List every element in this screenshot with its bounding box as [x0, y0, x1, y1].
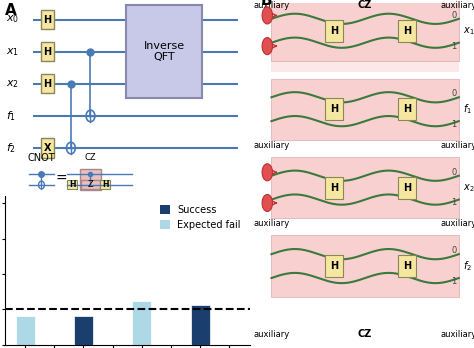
Text: CZ: CZ: [85, 153, 96, 162]
Bar: [191, 305, 210, 345]
Text: H: H: [403, 26, 411, 36]
FancyBboxPatch shape: [272, 79, 459, 140]
Text: 1: 1: [452, 198, 457, 207]
FancyBboxPatch shape: [41, 139, 54, 158]
Text: $f_2$: $f_2$: [463, 259, 472, 273]
Text: A: A: [5, 3, 17, 18]
Text: $x_2$: $x_2$: [463, 182, 474, 193]
Text: H: H: [330, 104, 338, 114]
Text: B: B: [261, 0, 273, 8]
Text: CZ: CZ: [358, 329, 373, 339]
Bar: [16, 316, 35, 345]
Text: $x_1$: $x_1$: [6, 46, 19, 57]
Circle shape: [262, 195, 273, 212]
FancyBboxPatch shape: [41, 10, 54, 29]
FancyBboxPatch shape: [398, 255, 416, 277]
Text: Z: Z: [88, 181, 93, 190]
Text: H: H: [44, 47, 52, 57]
Text: 1: 1: [452, 42, 457, 50]
FancyBboxPatch shape: [272, 3, 459, 72]
Text: H: H: [44, 15, 52, 25]
Text: $f_1$: $f_1$: [463, 102, 472, 116]
Text: X: X: [44, 143, 51, 153]
Text: $f_1$: $f_1$: [6, 109, 16, 123]
FancyBboxPatch shape: [325, 20, 343, 42]
Text: auxiliary: auxiliary: [253, 330, 290, 339]
Text: auxiliary: auxiliary: [441, 219, 474, 228]
Text: auxiliary: auxiliary: [253, 219, 290, 228]
Bar: [74, 316, 93, 345]
Text: H: H: [403, 261, 411, 271]
FancyBboxPatch shape: [80, 169, 101, 190]
FancyBboxPatch shape: [82, 181, 100, 190]
Text: 0: 0: [452, 246, 457, 255]
Text: 1: 1: [452, 120, 457, 129]
Circle shape: [262, 38, 273, 55]
Text: auxiliary: auxiliary: [441, 141, 474, 150]
Circle shape: [262, 164, 273, 181]
Text: Inverse
QFT: Inverse QFT: [144, 41, 184, 63]
FancyBboxPatch shape: [325, 255, 343, 277]
Text: CNOT: CNOT: [27, 153, 55, 163]
Text: $x_2$: $x_2$: [6, 78, 19, 90]
Text: $f_2$: $f_2$: [6, 141, 16, 155]
Bar: [132, 301, 151, 345]
Text: 0: 0: [452, 11, 457, 20]
Text: 0: 0: [452, 168, 457, 177]
FancyBboxPatch shape: [272, 235, 459, 297]
Text: H: H: [330, 26, 338, 36]
Text: H: H: [403, 104, 411, 114]
Text: =: =: [55, 172, 67, 186]
Circle shape: [262, 7, 273, 24]
FancyBboxPatch shape: [67, 181, 77, 190]
FancyBboxPatch shape: [325, 98, 343, 120]
FancyBboxPatch shape: [272, 0, 459, 62]
FancyBboxPatch shape: [126, 5, 202, 98]
FancyBboxPatch shape: [398, 98, 416, 120]
Text: 0: 0: [452, 89, 457, 98]
FancyBboxPatch shape: [398, 20, 416, 42]
Text: $x_1$: $x_1$: [463, 25, 474, 37]
Text: auxiliary: auxiliary: [441, 1, 474, 10]
Text: H: H: [403, 183, 411, 193]
FancyBboxPatch shape: [41, 42, 54, 61]
Text: CZ: CZ: [358, 0, 373, 10]
FancyBboxPatch shape: [325, 177, 343, 199]
Text: auxiliary: auxiliary: [441, 330, 474, 339]
Text: auxiliary: auxiliary: [253, 141, 290, 150]
Text: 1: 1: [452, 277, 457, 286]
Text: H: H: [44, 79, 52, 89]
FancyBboxPatch shape: [398, 177, 416, 199]
Text: H: H: [69, 181, 75, 190]
FancyBboxPatch shape: [41, 74, 54, 93]
FancyBboxPatch shape: [100, 181, 110, 190]
Text: $x_0$: $x_0$: [6, 14, 19, 25]
Text: H: H: [102, 181, 109, 190]
Text: auxiliary: auxiliary: [253, 1, 290, 10]
Text: H: H: [330, 261, 338, 271]
FancyBboxPatch shape: [272, 157, 459, 218]
Legend: Success, Expected fail: Success, Expected fail: [156, 201, 245, 234]
Text: H: H: [330, 183, 338, 193]
